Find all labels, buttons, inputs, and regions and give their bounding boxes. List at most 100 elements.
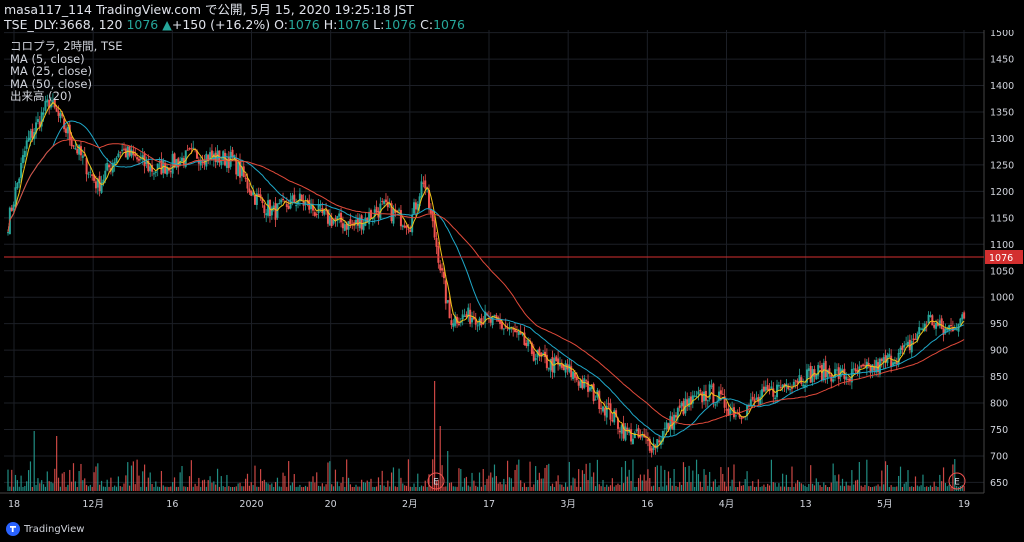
candle-body bbox=[843, 368, 846, 379]
candle-body bbox=[186, 149, 189, 151]
volume-bar bbox=[344, 486, 346, 491]
chart-grid bbox=[4, 30, 985, 493]
candle-body bbox=[609, 403, 612, 420]
volume-bar bbox=[855, 480, 857, 491]
candle-body bbox=[517, 331, 520, 335]
volume-bar bbox=[622, 483, 625, 491]
candle-body bbox=[579, 380, 582, 388]
candle-body bbox=[927, 314, 930, 324]
legend-title[interactable]: コロプラ, 2時間, TSE bbox=[10, 39, 123, 53]
candle-body bbox=[407, 228, 410, 230]
volume-bar bbox=[845, 481, 847, 491]
candle-body bbox=[921, 328, 924, 331]
candle-body bbox=[484, 311, 487, 322]
candle-body bbox=[195, 150, 198, 159]
candle-body bbox=[854, 368, 857, 372]
volume-bar bbox=[85, 485, 88, 491]
candle-body bbox=[274, 203, 277, 220]
volume-bar bbox=[246, 473, 249, 491]
volume-bar bbox=[185, 486, 187, 491]
volume-bar bbox=[374, 486, 376, 491]
volume-bar bbox=[718, 485, 720, 491]
candle-body bbox=[50, 104, 53, 108]
volume-bar bbox=[291, 482, 294, 491]
candle-body bbox=[635, 429, 638, 432]
earnings-marker bbox=[948, 472, 966, 490]
volume-bar bbox=[579, 486, 582, 491]
volume-bar bbox=[265, 482, 267, 491]
volume-bar bbox=[61, 473, 63, 491]
footer-brand[interactable]: TradingView bbox=[6, 522, 84, 536]
candle-body bbox=[210, 150, 213, 157]
candle-body bbox=[747, 405, 750, 407]
volume-bar bbox=[521, 486, 524, 491]
volume-bar bbox=[707, 485, 709, 491]
volume-bar bbox=[750, 485, 752, 491]
volume-bar bbox=[731, 479, 733, 491]
candle-body bbox=[454, 315, 457, 326]
volume-bar bbox=[780, 486, 782, 491]
legend-ma5[interactable]: MA (5, close) bbox=[10, 51, 85, 66]
volume-bar bbox=[752, 481, 754, 491]
candle-body bbox=[424, 180, 427, 189]
volume-bar bbox=[162, 485, 164, 491]
volume-bar bbox=[173, 477, 176, 491]
legend-volume[interactable]: 出来高 (20) bbox=[10, 89, 72, 104]
candle-body bbox=[259, 194, 262, 198]
price-chart[interactable]: 1076 E E 650 700 750 800 850 900 950 1000 1050 1100… bbox=[0, 30, 1024, 520]
volume-bar bbox=[810, 465, 812, 491]
volume-bar bbox=[301, 486, 303, 491]
last-price: 1076 bbox=[126, 17, 159, 32]
symbol-line: TSE_DLY:3668, 120 1076 ▲+150 (+16.2%) O:… bbox=[4, 17, 465, 32]
candle-body bbox=[390, 203, 393, 222]
x-tick-label: 17 bbox=[483, 499, 495, 510]
volume-bar bbox=[727, 467, 729, 491]
candle-body bbox=[688, 398, 691, 407]
candle-body bbox=[272, 205, 275, 209]
earnings-label: E bbox=[954, 478, 960, 488]
x-tick-label: 4月 bbox=[719, 499, 735, 510]
candle-body bbox=[809, 365, 812, 383]
volume-bar bbox=[250, 482, 252, 491]
candle-body bbox=[936, 323, 939, 326]
candle-body bbox=[916, 333, 919, 341]
candle-body bbox=[177, 158, 180, 168]
volume-bar bbox=[899, 466, 902, 491]
candle-body bbox=[493, 314, 496, 316]
volume-bar bbox=[802, 484, 804, 491]
volume-bar bbox=[608, 486, 610, 491]
candle-body bbox=[557, 358, 560, 365]
candle-body bbox=[319, 205, 322, 207]
candle-body bbox=[850, 369, 853, 383]
volume-bar bbox=[675, 485, 677, 491]
candle-body bbox=[293, 194, 296, 204]
candle-body bbox=[852, 368, 855, 370]
volume-bar bbox=[132, 461, 134, 491]
legend-ma50[interactable]: MA (50, close) bbox=[10, 76, 92, 91]
volume-bar bbox=[153, 486, 155, 491]
volume-bar bbox=[677, 486, 679, 491]
candle-body bbox=[878, 358, 881, 375]
volume-bar bbox=[254, 465, 256, 491]
candle-body bbox=[931, 315, 934, 326]
price-axis: 650 700 750 800 850 900 950 1000 1050 1100 1150 120… bbox=[990, 30, 1014, 489]
candle-body bbox=[882, 357, 885, 362]
candle-body bbox=[465, 314, 468, 318]
candle-body bbox=[671, 416, 674, 429]
volume-bar bbox=[392, 467, 395, 491]
candle-body bbox=[613, 410, 616, 423]
x-tick-label: 12月 bbox=[82, 499, 104, 510]
candle-body bbox=[244, 177, 247, 179]
candle-body bbox=[646, 439, 649, 441]
volume-bar bbox=[314, 482, 316, 491]
x-tick-label: 19 bbox=[958, 499, 970, 510]
candle-body bbox=[93, 174, 96, 181]
candle-body bbox=[731, 408, 734, 410]
candle-body bbox=[805, 369, 808, 383]
volume-bar bbox=[770, 459, 773, 491]
legend-ma25[interactable]: MA (25, close) bbox=[10, 64, 92, 79]
candle-body bbox=[74, 147, 77, 150]
candle-body bbox=[437, 246, 440, 263]
volume-bar bbox=[952, 464, 954, 491]
volume-bar bbox=[282, 472, 284, 491]
